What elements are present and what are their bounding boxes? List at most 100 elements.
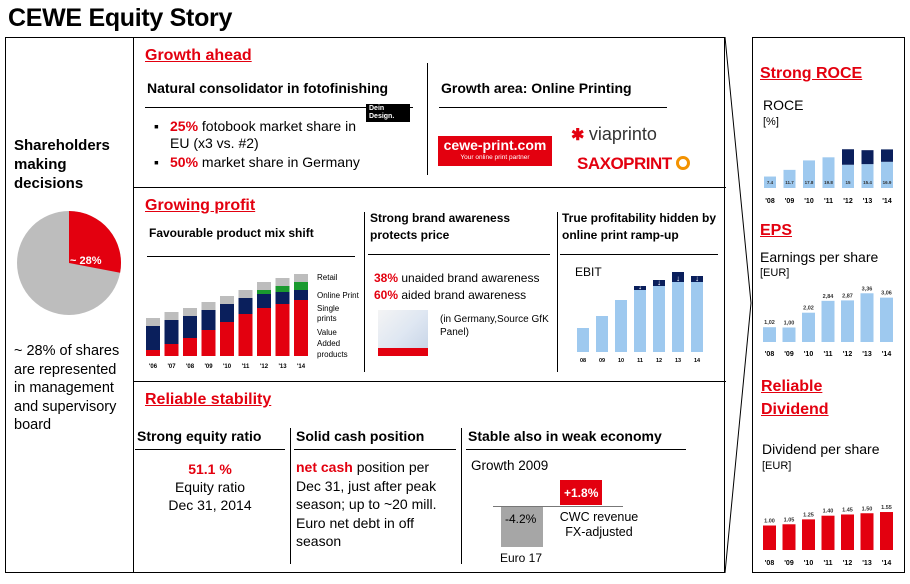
roce-tick-label: '09 bbox=[785, 198, 795, 205]
weak-economy-underline bbox=[466, 449, 686, 450]
roce-tick-label: '08 bbox=[765, 198, 775, 205]
growth-col2-underline bbox=[439, 107, 667, 108]
profit-title: Growing profit bbox=[145, 197, 256, 214]
growth-title: Growth ahead bbox=[145, 47, 252, 64]
dividend-bar bbox=[802, 519, 815, 550]
eps-tick-label: '13 bbox=[862, 351, 872, 358]
roce-tick-label: '10 bbox=[804, 198, 814, 205]
bullet-2-text: market share in Germany bbox=[198, 154, 360, 170]
dividend-bar bbox=[821, 515, 835, 550]
hidden-title: True profitability hidden by online prin… bbox=[562, 211, 717, 242]
cash-underline bbox=[294, 449, 456, 450]
product-mix-chart: '06 '07 '08 '09 '10 '11 '12 '13 '14 bbox=[146, 274, 308, 370]
roce-label: ROCE bbox=[763, 97, 804, 113]
equity-underline bbox=[135, 449, 285, 450]
ebit-bar bbox=[634, 290, 646, 352]
roce-extra-bar bbox=[861, 150, 874, 165]
equity-ratio-label: Equity ratio bbox=[174, 479, 246, 495]
ebit-bar bbox=[596, 316, 608, 352]
dividend-bar bbox=[860, 513, 874, 550]
eps-value-label: 3,36 bbox=[862, 286, 873, 292]
photobook-image bbox=[378, 310, 428, 356]
profit-divider-2 bbox=[557, 212, 558, 372]
ebit-arrow-icon: ↓ bbox=[676, 274, 680, 283]
mix-bar-segment bbox=[257, 290, 271, 294]
roce-value-label: 17.8 bbox=[805, 180, 814, 185]
mix-bar-segment bbox=[164, 312, 179, 320]
mix-bar-segment bbox=[201, 310, 216, 330]
ebit-bar bbox=[691, 282, 703, 352]
ebit-tick-label: 10 bbox=[618, 358, 624, 364]
legend-online-print: Online Print bbox=[317, 291, 359, 300]
ebit-bar bbox=[653, 286, 665, 352]
pie-label: ~ 28% bbox=[70, 255, 102, 267]
cash-highlight: net cash bbox=[296, 459, 353, 475]
growth-neg-value: -4.2% bbox=[505, 512, 537, 526]
ebit-label: EBIT bbox=[575, 265, 602, 279]
mix-bar-segment bbox=[220, 322, 234, 356]
ebit-tick-label: 11 bbox=[637, 358, 643, 364]
eps-value-label: 2,02 bbox=[803, 306, 814, 312]
ebit-hidden-bar bbox=[634, 286, 646, 290]
mix-bar-segment bbox=[275, 304, 290, 356]
stability-divider-1 bbox=[290, 428, 291, 564]
growth-bar-positive bbox=[560, 480, 602, 505]
divider-profit bbox=[133, 381, 726, 382]
eps-bar bbox=[782, 327, 796, 342]
eps-value-label: 1,00 bbox=[784, 321, 795, 327]
growth-col-divider bbox=[427, 63, 428, 175]
mix-tick-label: '06 bbox=[149, 364, 158, 370]
viaprinto-icon: ✱ bbox=[571, 127, 585, 144]
ebit-bar bbox=[672, 282, 684, 352]
ebit-chart: 08 09 10 ↓ 11 ↓ 12 ↓ 13 ↓ 14 bbox=[577, 272, 703, 364]
growth-col1-title: Natural consolidator in fotofinishing bbox=[147, 80, 389, 96]
brand-line-1: 38% unaided brand awareness bbox=[374, 271, 539, 285]
brand-aided-value: 60% bbox=[374, 288, 399, 302]
eps-tick-label: '09 bbox=[784, 351, 794, 358]
eps-value-label: 2,87 bbox=[842, 293, 853, 299]
eps-bar bbox=[880, 297, 893, 342]
roce-bar bbox=[764, 176, 776, 188]
mix-tick-label: '08 bbox=[186, 364, 195, 370]
mix-bar-segment bbox=[257, 308, 271, 356]
dividend-value-label: 1.40 bbox=[823, 509, 834, 515]
mix-bar-segment bbox=[201, 330, 216, 356]
dividend-tick-label: '10 bbox=[804, 560, 814, 567]
eps-tick-label: '12 bbox=[843, 351, 853, 358]
mix-bar-segment bbox=[201, 302, 216, 310]
mix-tick-label: '13 bbox=[278, 364, 287, 370]
mix-bar-segment bbox=[275, 286, 290, 292]
mix-bar-segment bbox=[238, 298, 253, 314]
bullet-2-value: 50% bbox=[170, 154, 199, 170]
eps-tick-label: '08 bbox=[765, 351, 775, 358]
mix-bar-segment bbox=[164, 344, 179, 356]
ebit-arrow-icon: ↓ bbox=[657, 278, 661, 287]
brand-title: Strong brand awareness protects price bbox=[370, 211, 511, 242]
mix-bar-segment bbox=[294, 274, 308, 282]
cash-text: position per Dec 31, just after peak sea… bbox=[296, 459, 437, 549]
dividend-bar bbox=[763, 525, 776, 550]
dividend-value-label: 1.45 bbox=[842, 507, 853, 513]
cwc-label: CWC revenue FX-adjusted bbox=[559, 510, 639, 539]
brand-line-2: 60% aided brand awareness bbox=[374, 288, 526, 302]
dividend-value-label: 1.55 bbox=[881, 505, 892, 511]
roce-extra-bar bbox=[842, 149, 854, 165]
page-title: CEWE Equity Story bbox=[8, 4, 233, 32]
ebit-arrow-icon: ↓ bbox=[638, 282, 642, 291]
cewe-print-sub: Your online print partner bbox=[460, 154, 530, 161]
dividend-title: Reliable Dividend bbox=[761, 378, 829, 418]
mix-bar-segment bbox=[164, 320, 179, 344]
eps-bar bbox=[802, 312, 815, 342]
brand-source: (in Germany,Source GfK Panel) bbox=[440, 314, 549, 338]
dividend-tick-label: '12 bbox=[843, 560, 853, 567]
saxoprint-logo: SAXOPRINT bbox=[577, 154, 691, 174]
dividend-unit: [EUR] bbox=[762, 460, 792, 472]
cash-title: Solid cash position bbox=[296, 428, 425, 444]
roce-bar bbox=[881, 161, 893, 188]
saxoprint-icon bbox=[676, 156, 691, 170]
roce-bar bbox=[803, 160, 815, 188]
brand-aided-text: aided brand awareness bbox=[398, 288, 527, 302]
roce-value-label: 11.7 bbox=[785, 180, 794, 185]
roce-tick-label: '13 bbox=[863, 198, 873, 205]
bullet-marker: ▪ bbox=[154, 154, 159, 170]
